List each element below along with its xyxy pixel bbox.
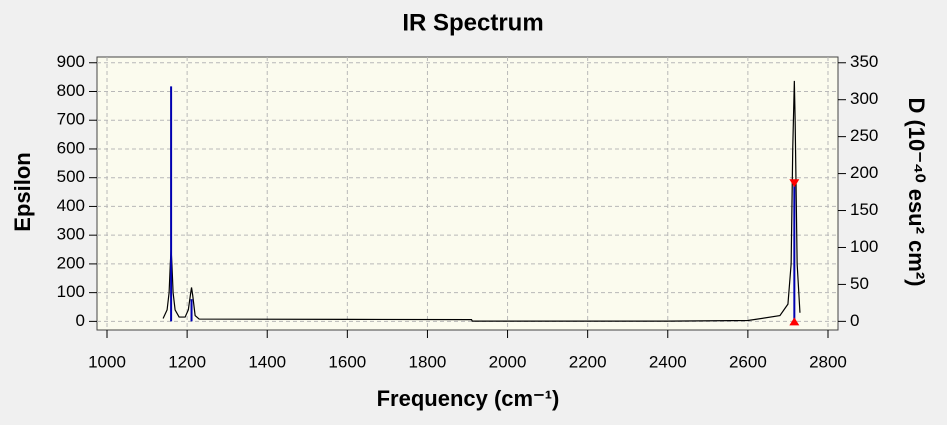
selection-marker bbox=[789, 179, 800, 188]
y2-tick-label: 300 bbox=[850, 89, 878, 108]
plot-area bbox=[96, 56, 839, 331]
y-tick-label: 900 bbox=[57, 52, 85, 71]
y2-tick-label: 250 bbox=[850, 126, 878, 145]
y2-tick-label: 200 bbox=[850, 163, 878, 182]
selection-marker bbox=[789, 317, 800, 326]
x-tick-label: 2800 bbox=[809, 352, 847, 371]
y-tick-label: 100 bbox=[57, 282, 85, 301]
y-axis-title: Epsilon bbox=[10, 152, 35, 231]
x-tick-label: 1400 bbox=[248, 352, 286, 371]
x-tick-label: 2400 bbox=[649, 352, 687, 371]
y-tick-label: 600 bbox=[57, 138, 85, 157]
x-tick-label: 1800 bbox=[409, 352, 447, 371]
y-tick-label: 400 bbox=[57, 196, 85, 215]
y2-tick-label: 100 bbox=[850, 237, 878, 256]
y-tick-label: 0 bbox=[76, 311, 85, 330]
x-axis-title: Frequency (cm⁻¹) bbox=[377, 386, 560, 411]
y2-axis-title: D (10⁻⁴⁰ esu² cm²) bbox=[904, 97, 929, 286]
y-tick-label: 700 bbox=[57, 110, 85, 129]
x-tick-label: 2000 bbox=[489, 352, 527, 371]
y-tick-label: 200 bbox=[57, 253, 85, 272]
y-tick-label: 800 bbox=[57, 81, 85, 100]
y-tick-label: 300 bbox=[57, 225, 85, 244]
x-tick-label: 1600 bbox=[328, 352, 366, 371]
y2-tick-label: 50 bbox=[850, 274, 869, 293]
x-tick-label: 1000 bbox=[88, 352, 126, 371]
y2-tick-label: 0 bbox=[850, 311, 859, 330]
y-tick-label: 500 bbox=[57, 167, 85, 186]
x-tick-label: 2200 bbox=[569, 352, 607, 371]
chart-title: IR Spectrum bbox=[402, 9, 543, 36]
x-tick-label: 2600 bbox=[729, 352, 767, 371]
x-tick-label: 1200 bbox=[168, 352, 206, 371]
y2-tick-label: 150 bbox=[850, 200, 878, 219]
y2-tick-label: 350 bbox=[850, 52, 878, 71]
